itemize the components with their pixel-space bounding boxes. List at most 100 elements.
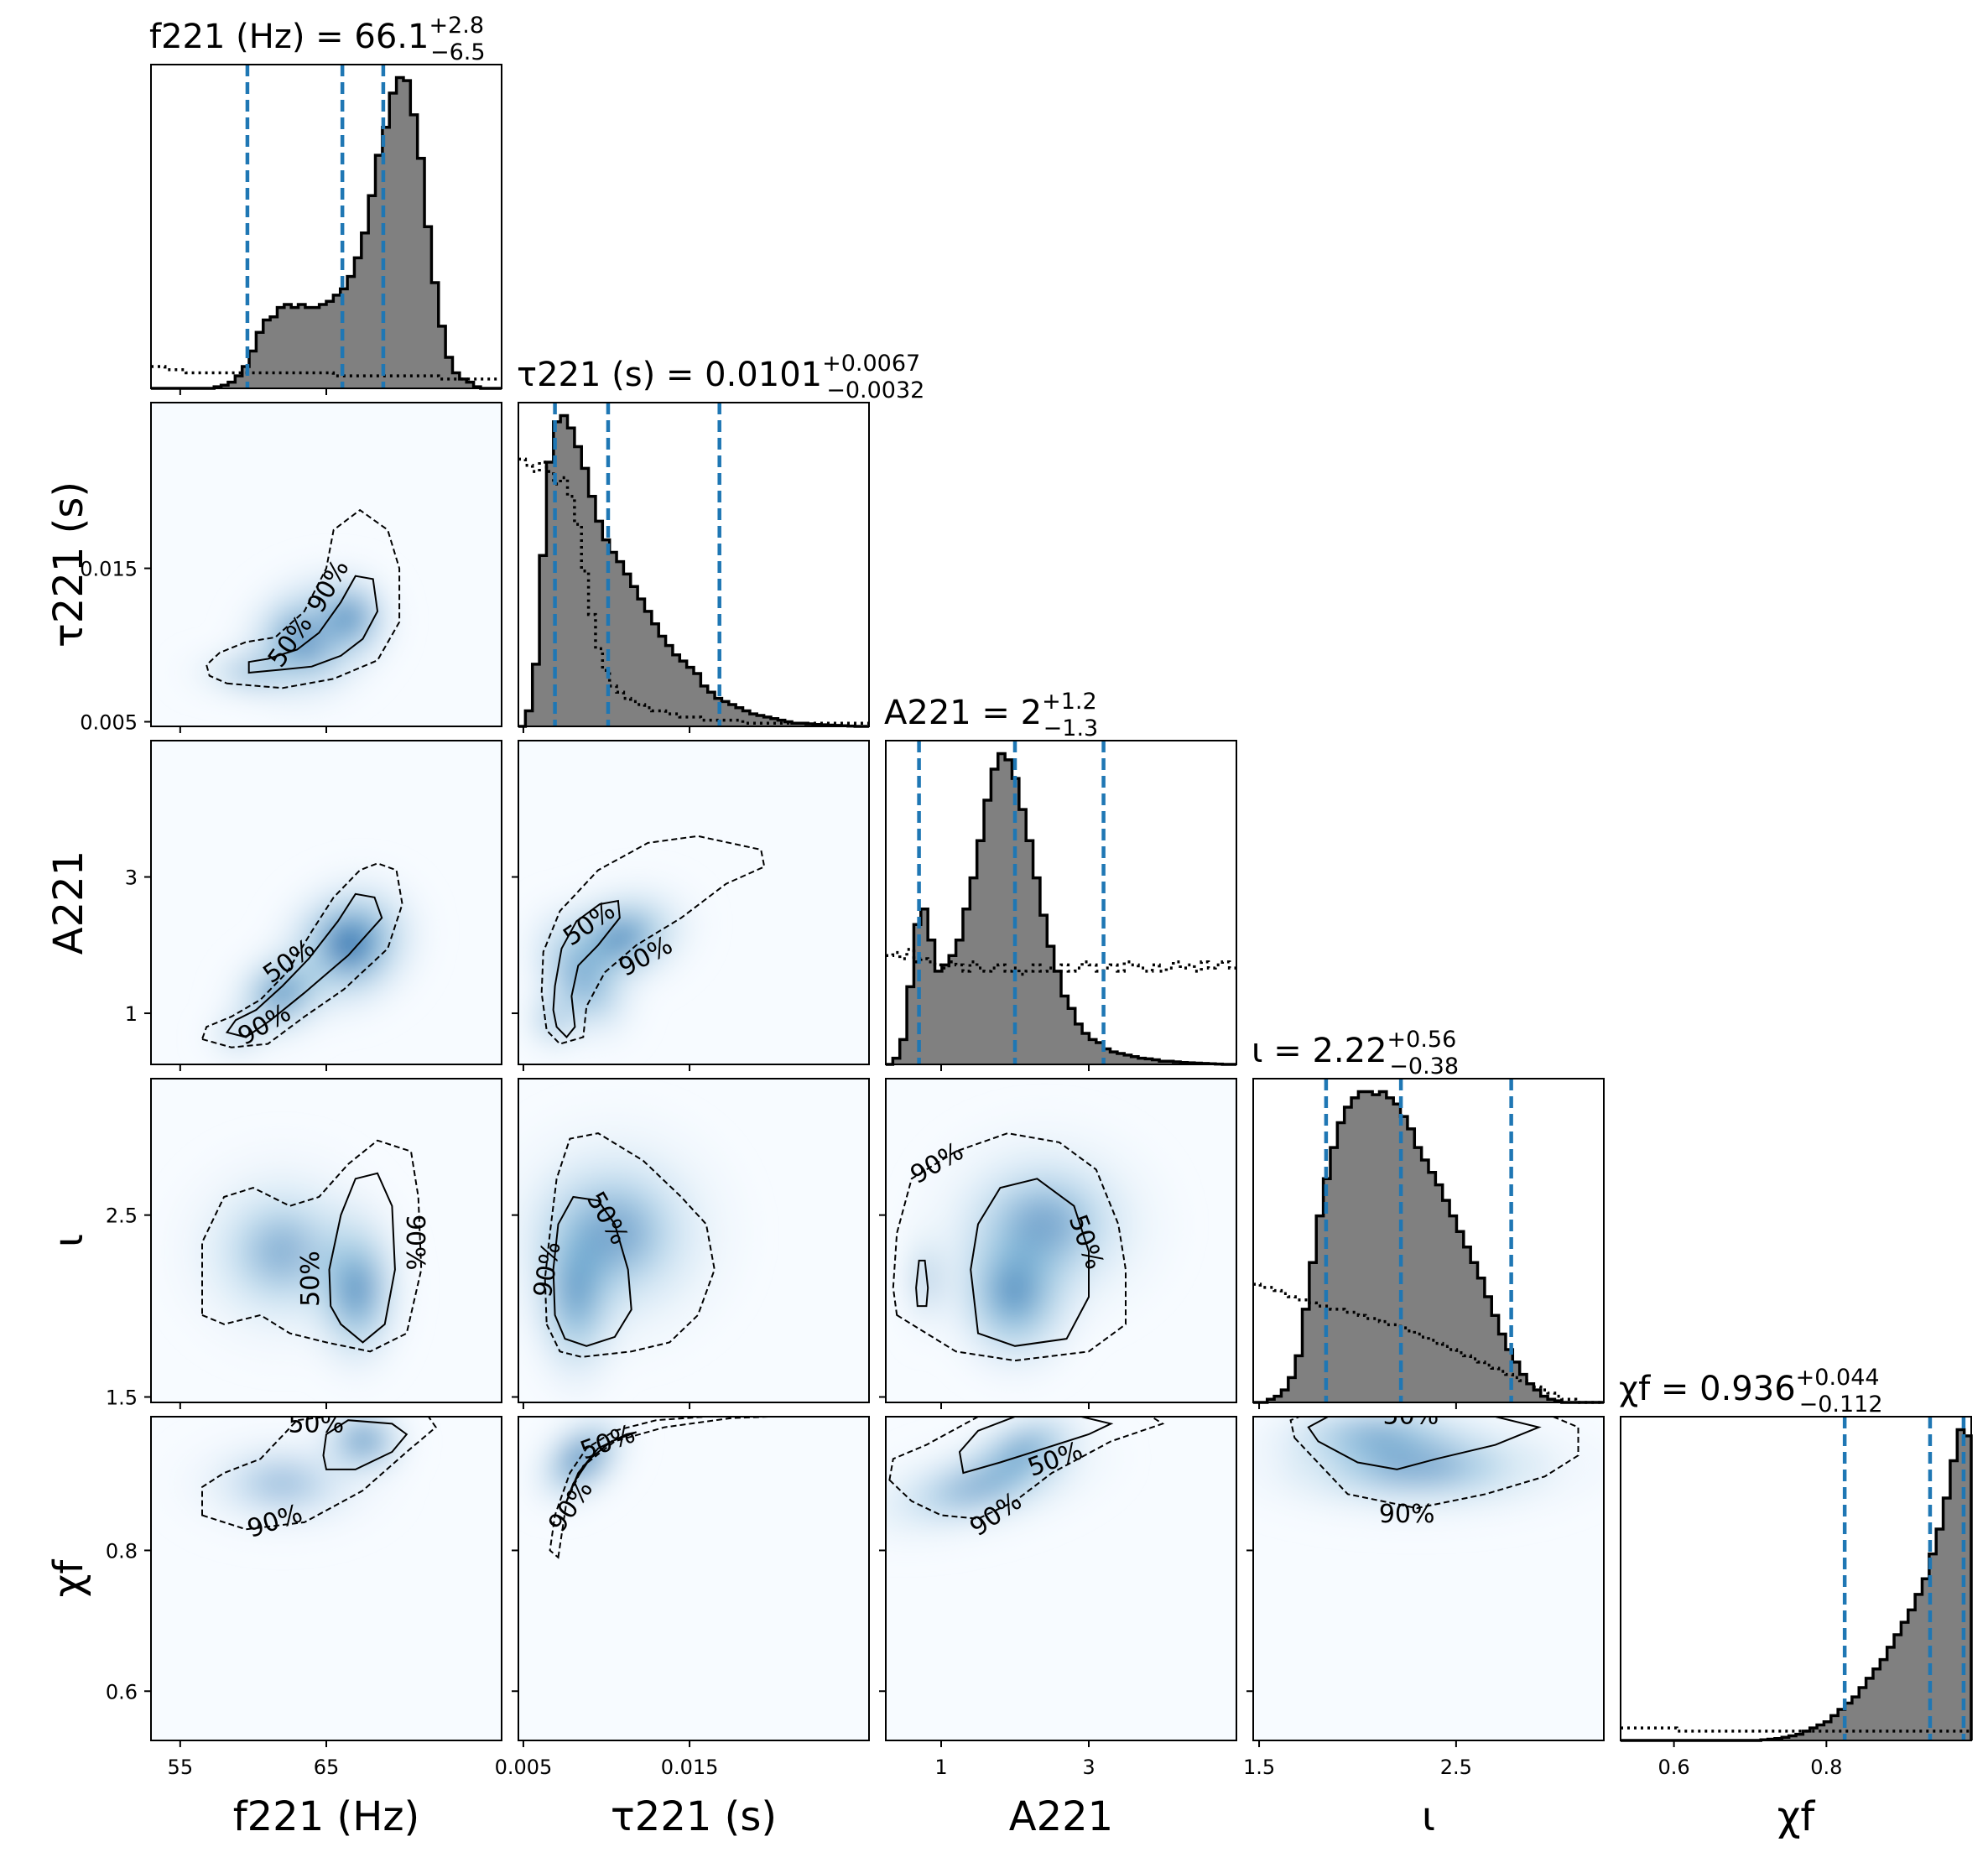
hist-bar bbox=[1075, 1023, 1083, 1064]
hist-bar bbox=[638, 599, 645, 726]
hist-bar bbox=[658, 636, 667, 726]
hist-bar bbox=[1337, 1122, 1345, 1402]
hist-bar bbox=[1894, 1635, 1902, 1740]
hist-bar bbox=[1033, 877, 1041, 1064]
prior-outline bbox=[151, 365, 502, 381]
hist-bar bbox=[319, 304, 327, 388]
hist-bar bbox=[403, 81, 411, 388]
hist-bar bbox=[1519, 1374, 1527, 1402]
x-tick-label: 65 bbox=[314, 1756, 340, 1779]
hist-bar bbox=[736, 707, 744, 726]
hist-bar bbox=[227, 382, 236, 388]
hist-bar bbox=[1330, 1147, 1338, 1402]
hist-bar bbox=[1274, 1396, 1282, 1402]
hist-bar bbox=[333, 294, 341, 388]
hist-bar bbox=[920, 908, 929, 1064]
hist-bar bbox=[354, 258, 362, 388]
hist-bar bbox=[1421, 1159, 1429, 1402]
x-axis-label-A221: A221 bbox=[1009, 1793, 1113, 1840]
hist-bar bbox=[1964, 1435, 1972, 1740]
hist-bar bbox=[326, 301, 334, 388]
hist-bar bbox=[941, 965, 950, 1064]
density-blob bbox=[1367, 1451, 1466, 1480]
hist-bar bbox=[1295, 1355, 1304, 1402]
contour-label: 90% bbox=[1379, 1500, 1435, 1529]
hist-bar bbox=[1429, 1172, 1436, 1402]
hist-bar bbox=[644, 611, 653, 726]
hist-bar bbox=[438, 325, 446, 388]
hist-bar bbox=[742, 710, 751, 726]
hist-bar bbox=[1281, 1390, 1289, 1402]
hist-bar bbox=[700, 685, 709, 726]
hist-bar bbox=[1796, 1734, 1803, 1740]
hist-bar bbox=[1809, 1728, 1818, 1740]
contour-50 bbox=[958, 1417, 1114, 1475]
density-panel-iota-chif: 50% 90% bbox=[1246, 1416, 1605, 1747]
hist-bar bbox=[672, 654, 680, 726]
hist-panel-tau221: τ221 (s) = 0.0101+0.0067 −0.0032 bbox=[517, 351, 924, 733]
hist-bar bbox=[375, 155, 383, 388]
hist-bar bbox=[1159, 1061, 1167, 1064]
x-tick-label: 1.5 bbox=[1243, 1756, 1275, 1779]
hist-bar bbox=[970, 877, 978, 1064]
hist-bar bbox=[1400, 1116, 1408, 1402]
x-tick-label: 2.5 bbox=[1440, 1756, 1472, 1779]
density-blob bbox=[942, 1472, 1014, 1502]
hist-bar bbox=[1316, 1215, 1324, 1402]
contour-50 bbox=[915, 1259, 929, 1308]
hist-bar bbox=[347, 276, 355, 388]
density-blob bbox=[1011, 1196, 1078, 1252]
hist-bar bbox=[1527, 1383, 1534, 1402]
y-tick-label: 1.5 bbox=[106, 1386, 138, 1409]
hist-bar bbox=[567, 428, 575, 726]
x-tick-label: 3 bbox=[1082, 1756, 1095, 1779]
hist-bar bbox=[1533, 1390, 1542, 1402]
hist-bar bbox=[459, 378, 467, 388]
density-panel-A221-iota: 50%90% bbox=[879, 1078, 1237, 1409]
hist-bar bbox=[539, 555, 547, 726]
hist-bar bbox=[1082, 1033, 1090, 1064]
hist-bar bbox=[721, 701, 730, 726]
hist-bar bbox=[249, 351, 257, 388]
hist-bar bbox=[1788, 1735, 1797, 1740]
hist-bar bbox=[1393, 1104, 1402, 1402]
contour-label: 50% bbox=[288, 1410, 344, 1439]
hist-bar bbox=[1267, 1399, 1275, 1402]
hist-bar bbox=[1379, 1091, 1387, 1402]
density-panel-f221-tau221: 90%50% bbox=[144, 402, 502, 733]
density-blob bbox=[252, 1224, 312, 1279]
contour-90 bbox=[888, 1417, 1165, 1520]
hist-bar bbox=[382, 127, 390, 388]
x-tick-label: 1 bbox=[934, 1756, 947, 1779]
prior-outline bbox=[1621, 1726, 1971, 1733]
hist-bar bbox=[298, 304, 306, 388]
y-tick-label: 1 bbox=[125, 1002, 138, 1026]
hist-bar bbox=[1358, 1091, 1366, 1402]
hist-bar bbox=[991, 768, 999, 1064]
hist-bar bbox=[312, 307, 320, 388]
hist-bar bbox=[728, 705, 736, 726]
hist-bar bbox=[617, 561, 624, 726]
hist-bar bbox=[1851, 1697, 1860, 1740]
hist-bar bbox=[1288, 1377, 1296, 1402]
hist-bar bbox=[361, 232, 369, 388]
hist-bar bbox=[630, 586, 638, 726]
y-tick-label: 0.6 bbox=[106, 1680, 138, 1704]
hist-bar bbox=[934, 970, 943, 1064]
hist-bar bbox=[763, 716, 772, 726]
hist-bar bbox=[665, 645, 674, 726]
hist-bar bbox=[1449, 1215, 1457, 1402]
hist-bar bbox=[1456, 1231, 1465, 1402]
hist-outline bbox=[518, 414, 869, 728]
hist-outline bbox=[886, 752, 1236, 1066]
hist-bar bbox=[410, 114, 419, 388]
hist-bar bbox=[1124, 1054, 1132, 1064]
hist-bar bbox=[949, 955, 957, 1064]
density-panel-f221-iota: 50% 90% bbox=[144, 1078, 502, 1409]
density-blob bbox=[267, 979, 298, 1007]
hist-bar bbox=[581, 468, 590, 726]
hist-bar bbox=[553, 421, 561, 726]
x-tick-label: 0.6 bbox=[1658, 1756, 1690, 1779]
density-blob bbox=[252, 1469, 312, 1498]
hist-bar bbox=[368, 195, 377, 388]
